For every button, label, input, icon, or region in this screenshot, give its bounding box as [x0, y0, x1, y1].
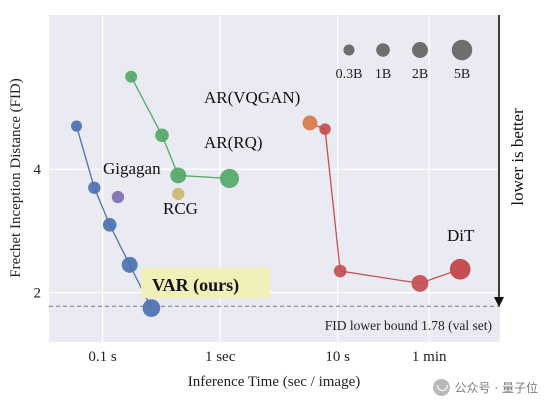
point-var-ours [142, 299, 161, 317]
point-ar-rq [219, 168, 240, 189]
size-legend-label: 5B [454, 67, 470, 82]
point-var-ours [121, 256, 138, 273]
point-ar-rq [170, 167, 187, 184]
point-ar-vqgan [333, 264, 347, 278]
point-rcg [172, 187, 185, 201]
tick-labels: 0.1 s 1 sec 10 s 1 min 2 4 [34, 162, 448, 365]
label-ar-rq: AR(RQ) [204, 133, 263, 152]
y-axis-label: Frechet Inception Distance (FID) [8, 78, 24, 278]
point-var-ours [88, 181, 101, 194]
annotation-labels: AR(VQGAN) AR(RQ) Gigagan RCG DiT VAR (ours) [103, 88, 475, 298]
series-points [70, 70, 471, 317]
point-gigagan [111, 190, 125, 204]
var-label-highlight [141, 268, 270, 298]
size-legend: 0.3B 1B 2B 5B [336, 39, 473, 82]
watermark-text: 公众号 · 量子位 [454, 381, 538, 395]
point-var-ours [70, 120, 83, 132]
y-tick-label: 4 [34, 162, 42, 178]
x-tick-label: 1 min [412, 349, 447, 365]
size-legend-marker [451, 39, 473, 61]
point-ar-rq [155, 128, 169, 143]
point-ar-vqgan [411, 274, 429, 292]
size-legend-label: 2B [412, 67, 428, 82]
x-tick-label: 0.1 s [88, 349, 117, 365]
point-ar-vqgan [319, 123, 331, 135]
point-ar-rq [125, 70, 138, 83]
size-legend-marker [376, 43, 390, 57]
y-tick-label: 2 [34, 286, 42, 302]
size-legend-marker [343, 44, 355, 56]
reference-line-group: FID lower bound 1.78 (val set) [49, 305, 500, 333]
label-gigagan: Gigagan [103, 159, 161, 178]
x-tick-label: 1 sec [205, 349, 236, 365]
point-ar-vqgan [302, 115, 318, 131]
watermark: 公众号 · 量子位 [432, 379, 538, 396]
label-rcg: RCG [163, 199, 198, 218]
size-legend-label: 0.3B [336, 67, 363, 82]
wechat-icon [432, 379, 450, 396]
label-dit: DiT [447, 226, 475, 245]
lower-is-better-note: lower is better [508, 108, 527, 206]
label-ar-vqgan: AR(VQGAN) [204, 88, 300, 107]
reference-line-label: FID lower bound 1.78 (val set) [325, 318, 492, 333]
x-tick-label: 10 s [325, 349, 350, 365]
size-legend-marker [412, 42, 428, 58]
series-line-ar-rq [130, 76, 230, 180]
point-dit [449, 258, 471, 280]
size-legend-label: 1B [375, 67, 391, 82]
label-var-ours: VAR (ours) [152, 275, 239, 296]
x-axis-label: Inference Time (sec / image) [188, 374, 360, 390]
lower-is-better-arrow-head [494, 297, 504, 307]
point-var-ours [102, 217, 117, 232]
